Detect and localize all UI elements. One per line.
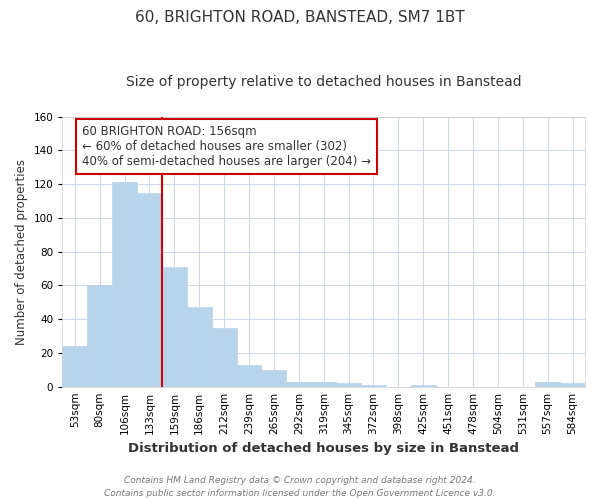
Bar (162, 267, 187, 386)
Text: 60, BRIGHTON ROAD, BANSTEAD, SM7 1BT: 60, BRIGHTON ROAD, BANSTEAD, SM7 1BT (135, 10, 465, 25)
Bar (212, 328, 236, 386)
Bar (411, 385, 436, 386)
Bar (137, 192, 162, 386)
Title: Size of property relative to detached houses in Banstead: Size of property relative to detached ho… (126, 75, 521, 89)
Y-axis label: Number of detached properties: Number of detached properties (15, 158, 28, 344)
Bar (236, 364, 262, 386)
Bar (62, 346, 87, 387)
Text: Contains HM Land Registry data © Crown copyright and database right 2024.
Contai: Contains HM Land Registry data © Crown c… (104, 476, 496, 498)
Text: 60 BRIGHTON ROAD: 156sqm
← 60% of detached houses are smaller (302)
40% of semi-: 60 BRIGHTON ROAD: 156sqm ← 60% of detach… (82, 125, 371, 168)
Bar (112, 182, 137, 386)
Bar (535, 382, 560, 386)
Bar (187, 308, 212, 386)
Bar (286, 382, 311, 386)
Bar (361, 385, 386, 386)
Bar (311, 382, 336, 386)
Bar (87, 286, 112, 386)
Bar (560, 384, 585, 386)
Bar (262, 370, 286, 386)
Bar (336, 384, 361, 386)
X-axis label: Distribution of detached houses by size in Banstead: Distribution of detached houses by size … (128, 442, 519, 455)
